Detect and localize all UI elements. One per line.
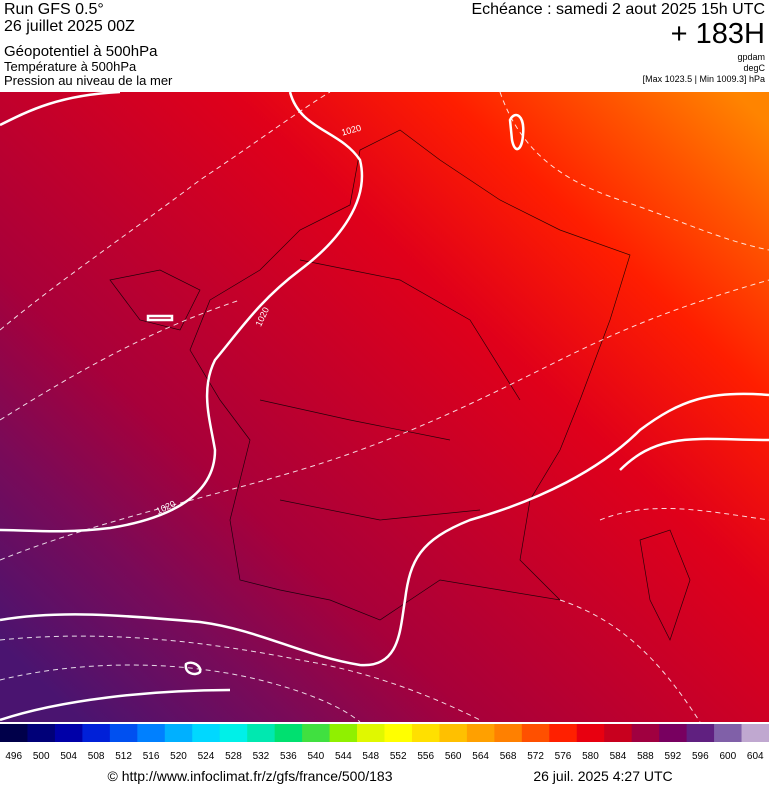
colorbar-label: 532	[253, 751, 270, 762]
colorbar-label: 496	[5, 751, 22, 762]
colorbar-label: 524	[198, 751, 215, 762]
color-swatch	[604, 724, 633, 742]
valid-time: Echéance : samedi 2 aout 2025 15h UTC	[471, 1, 765, 18]
color-swatch	[549, 724, 578, 742]
color-swatch	[631, 724, 660, 742]
colorbar-label: 516	[143, 751, 160, 762]
pressure-range: [Max 1023.5 | Min 1009.3] hPa	[643, 74, 765, 84]
color-swatch	[274, 724, 303, 742]
colorbar-label: 528	[225, 751, 242, 762]
color-swatch	[576, 724, 605, 742]
colorbar-label: 584	[610, 751, 627, 762]
colorbar: 496 500 504 508 512 516 520 524 528 532 536 540 544 5…	[0, 724, 769, 762]
field: Géopotentiel à 500hPa	[4, 43, 158, 60]
color-swatch	[137, 724, 166, 742]
colorbar-label: 504	[60, 751, 77, 762]
color-swatch	[521, 724, 550, 742]
colorbar-label: 580	[582, 751, 599, 762]
color-swatch	[192, 724, 221, 742]
unit: gpdam	[737, 52, 765, 62]
colorbar-label: 552	[390, 751, 407, 762]
temperature-field	[0, 92, 769, 722]
color-swatch	[466, 724, 495, 742]
color-swatch	[714, 724, 743, 742]
color-swatch	[329, 724, 358, 742]
color-swatch	[686, 724, 715, 742]
colorbar-label: 508	[88, 751, 105, 762]
field: Température à 500hPa	[4, 59, 137, 74]
map: 1020 1020 1020	[0, 90, 769, 723]
color-swatch	[54, 724, 83, 742]
pressure-contours	[0, 90, 769, 722]
colorbar-label: 520	[170, 751, 187, 762]
colorbar-label: 572	[527, 751, 544, 762]
color-swatch	[411, 724, 440, 742]
colorbar-label: 544	[335, 751, 352, 762]
temperature-isolines	[0, 91, 769, 723]
run: Run GFS 0.5°	[4, 1, 104, 18]
color-swatch	[247, 724, 276, 742]
colorbar-label: 556	[417, 751, 434, 762]
color-swatch	[0, 724, 28, 742]
color-swatch	[164, 724, 193, 742]
timestamp: 26 juil. 2025 4:27 UTC	[533, 768, 672, 784]
colorbar-label: 564	[472, 751, 489, 762]
color-swatch	[302, 724, 331, 742]
colorbar-label: 512	[115, 751, 132, 762]
colorbar-label: 588	[637, 751, 654, 762]
colorbar-label: 568	[500, 751, 517, 762]
color-swatch	[384, 724, 413, 742]
source-url: © http://www.infoclimat.fr/z/gfs/france/…	[108, 768, 393, 784]
color-swatch	[357, 724, 385, 742]
colorbar-label: 576	[555, 751, 572, 762]
color-swatch	[659, 724, 688, 742]
field: Pression au niveau de la mer	[4, 73, 173, 88]
color-swatch	[109, 724, 138, 742]
colorbar-label: 592	[665, 751, 682, 762]
colorbar-label: 596	[692, 751, 709, 762]
colorbar-label: 600	[719, 751, 736, 762]
color-swatch	[494, 724, 523, 742]
color-swatch	[219, 724, 248, 742]
colorbar-label: 604	[747, 751, 764, 762]
borders	[109, 129, 691, 641]
color-swatch	[82, 724, 111, 742]
lead-time: + 183H	[671, 18, 765, 50]
color-swatch	[439, 724, 468, 742]
colorbar-label: 500	[33, 751, 50, 762]
colorbar-label: 540	[307, 751, 324, 762]
footer: © http://www.infoclimat.fr/z/gfs/france/…	[108, 768, 673, 784]
unit: degC	[743, 63, 765, 73]
color-swatch	[27, 724, 56, 742]
header: Run GFS 0.5° 26 juillet 2025 00Z Géopote…	[4, 1, 766, 88]
colorbar-label: 548	[362, 751, 379, 762]
color-swatch	[741, 724, 769, 742]
colorbar-label: 560	[445, 751, 462, 762]
run-date: 26 juillet 2025 00Z	[4, 18, 135, 35]
colorbar-label: 536	[280, 751, 297, 762]
